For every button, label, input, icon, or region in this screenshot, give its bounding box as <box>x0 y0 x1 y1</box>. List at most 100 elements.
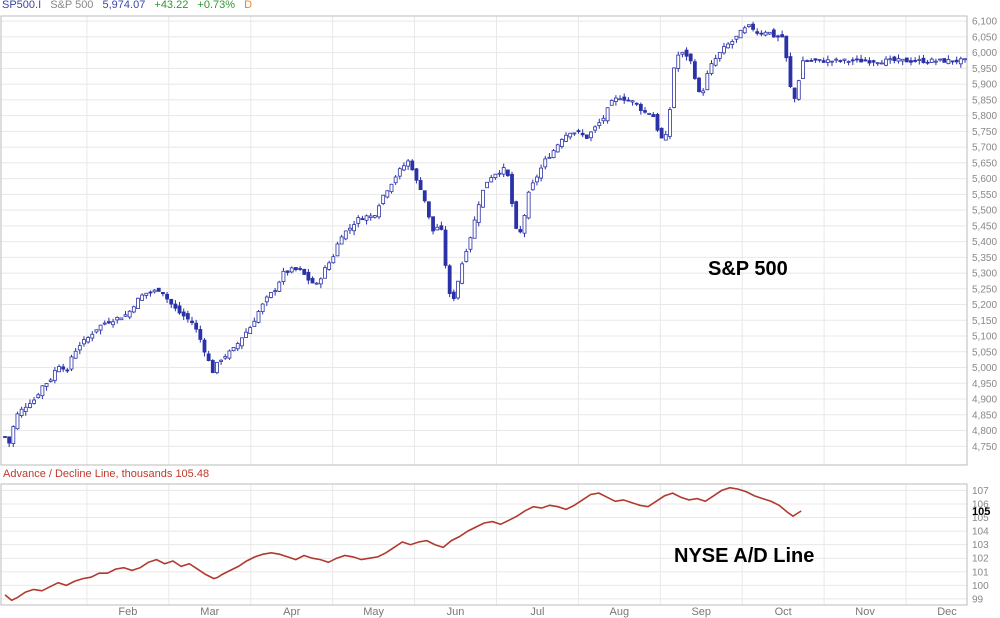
candle-body <box>202 339 207 353</box>
candle-body <box>352 224 356 232</box>
candle-body <box>663 134 668 141</box>
candle-body <box>892 56 897 62</box>
candle-body <box>52 370 57 381</box>
candle-body <box>821 60 826 63</box>
price-tick-label: 5,600 <box>972 174 997 185</box>
candlestick-series <box>3 21 967 448</box>
candle-body <box>431 216 435 232</box>
price-tick-label: 5,700 <box>972 143 997 154</box>
candle-body <box>805 60 809 62</box>
candle-body <box>435 226 440 231</box>
candle-body <box>185 313 190 320</box>
candle-body <box>173 303 178 309</box>
period-indicator[interactable]: D <box>244 0 253 11</box>
candle-body <box>65 369 70 372</box>
candle-body <box>601 117 606 122</box>
candle-body <box>863 59 868 62</box>
candle-body <box>140 294 145 301</box>
candle-body <box>742 27 747 34</box>
candle-body <box>260 303 265 312</box>
candle-body <box>252 320 257 327</box>
candle-body <box>165 293 169 300</box>
candle-body <box>7 436 12 444</box>
candle-body <box>397 168 402 177</box>
candle-body <box>684 49 689 57</box>
candle-body <box>543 158 548 168</box>
candle-body <box>194 322 199 330</box>
price-panel-frame <box>0 15 968 466</box>
candle-body <box>69 356 74 370</box>
candle-body <box>298 268 302 270</box>
candle-body <box>580 132 585 136</box>
candle-body <box>318 278 323 285</box>
candle-body <box>871 60 876 63</box>
candle-body <box>294 267 298 271</box>
candle-body <box>888 58 893 61</box>
candle-body <box>327 262 332 270</box>
candle-body <box>879 62 884 65</box>
candle-body <box>958 58 963 65</box>
price-tick-label: 5,550 <box>972 190 997 201</box>
candle-body <box>215 361 219 373</box>
candle-body <box>82 339 86 345</box>
price-tick-label: 5,950 <box>972 64 997 75</box>
candle-body <box>377 205 381 218</box>
candle-body <box>692 61 697 79</box>
candle-body <box>738 29 743 39</box>
candle-body <box>676 54 681 69</box>
candle-body <box>954 59 959 63</box>
candle-body <box>227 350 232 359</box>
candle-body <box>946 59 951 65</box>
candle-body <box>643 110 647 113</box>
candle-body <box>393 176 398 184</box>
price-tick-label: 5,450 <box>972 221 997 232</box>
adline-annotation: NYSE A/D Line <box>674 545 815 567</box>
candle-body <box>94 329 99 333</box>
candle-body <box>3 436 7 438</box>
candle-body <box>659 127 664 139</box>
month-label: Aug <box>610 606 630 618</box>
price-tick-label: 5,500 <box>972 206 997 217</box>
candle-body <box>481 189 485 208</box>
candle-body <box>456 280 460 299</box>
candle-body <box>144 292 149 296</box>
month-label: Feb <box>118 606 137 618</box>
candle-body <box>846 61 851 63</box>
candle-body <box>722 46 726 54</box>
candle-body <box>788 56 793 87</box>
candle-body <box>40 385 45 397</box>
price-tick-label: 5,100 <box>972 332 997 343</box>
candle-body <box>73 350 78 359</box>
candle-body <box>510 173 514 205</box>
candle-body <box>156 287 161 292</box>
candle-body <box>776 35 780 38</box>
candle-body <box>655 114 660 131</box>
candle-body <box>589 131 593 139</box>
candle-body <box>98 324 103 331</box>
candle-body <box>593 126 598 131</box>
candle-body <box>493 173 498 179</box>
candle-body <box>934 60 938 63</box>
ticker-symbol: SP500.I <box>2 0 42 11</box>
ad-tick-label: 106 <box>972 499 989 510</box>
price-tick-label: 6,050 <box>972 32 997 43</box>
sp500-annotation: S&P 500 <box>708 258 788 280</box>
candle-body <box>746 24 751 27</box>
candle-body <box>406 160 411 167</box>
candle-body <box>526 191 531 219</box>
month-label: Dec <box>937 606 957 618</box>
ad-tick-label: 101 <box>972 567 989 578</box>
candle-body <box>57 366 61 373</box>
candle-body <box>859 58 864 63</box>
price-tick-label: 5,050 <box>972 347 997 358</box>
candle-body <box>381 194 386 204</box>
candle-body <box>904 57 909 63</box>
candle-body <box>755 31 760 34</box>
candle-body <box>518 229 523 233</box>
candle-body <box>15 413 20 430</box>
candle-body <box>198 329 203 340</box>
candle-body <box>535 176 539 183</box>
candle-body <box>190 320 194 324</box>
price-tick-label: 5,650 <box>972 158 997 169</box>
month-label: May <box>363 606 384 618</box>
